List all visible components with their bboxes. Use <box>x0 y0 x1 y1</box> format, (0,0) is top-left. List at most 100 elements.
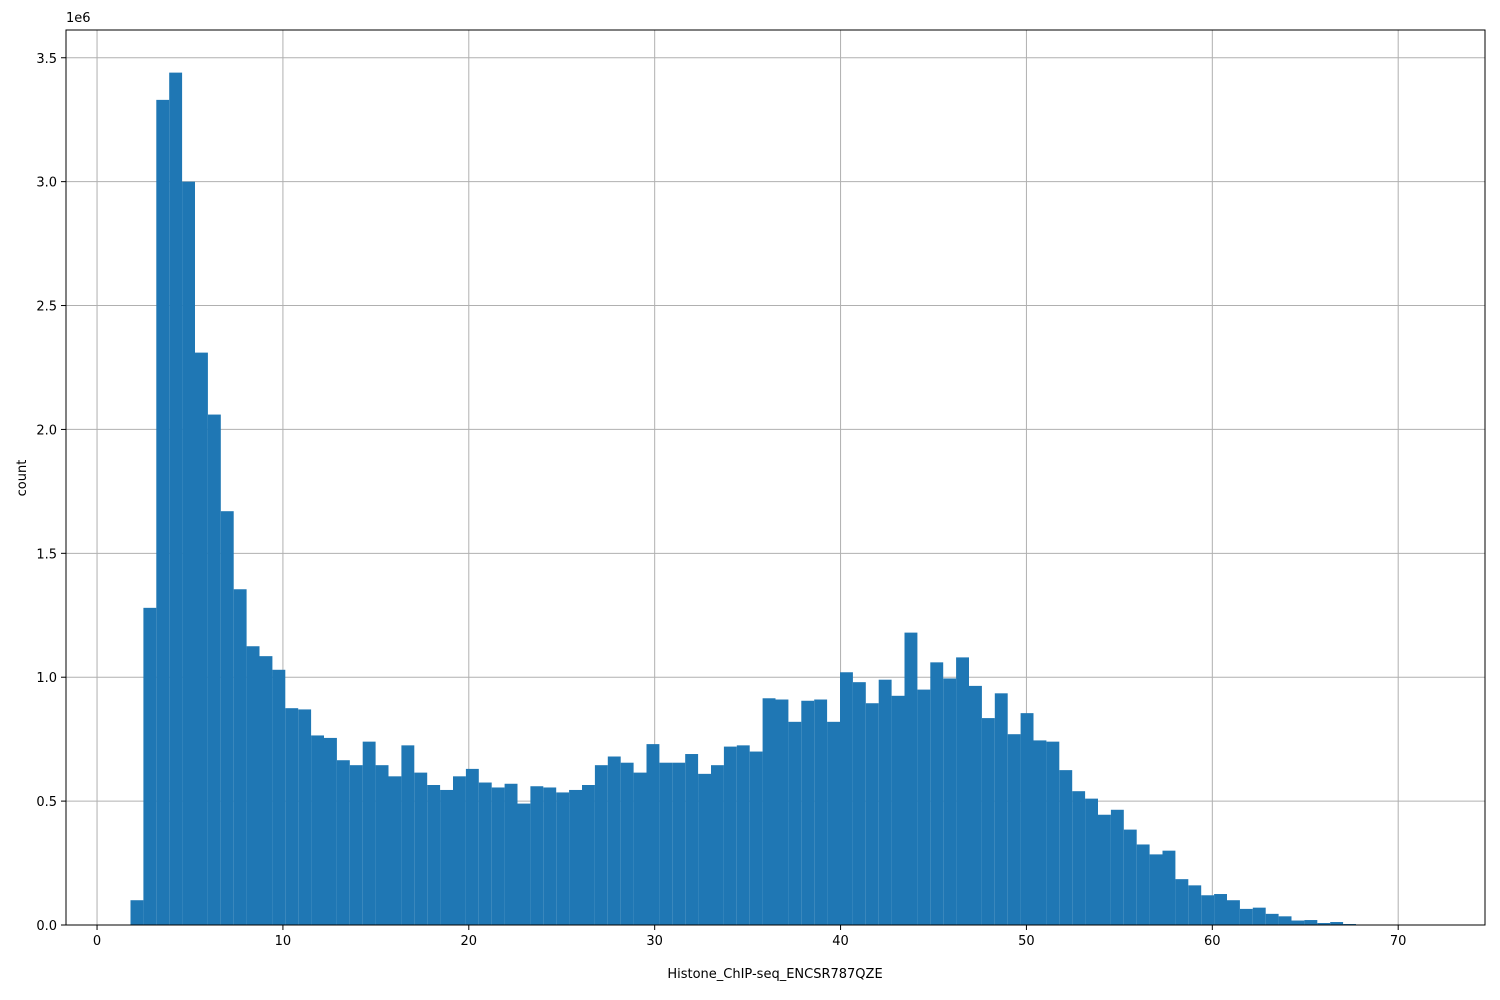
bar <box>723 746 737 925</box>
bar <box>207 414 221 925</box>
y-axis-label: count <box>15 460 30 497</box>
bar <box>891 695 905 925</box>
y-tick-label: 0.5 <box>36 795 57 810</box>
bar <box>169 72 183 926</box>
bar <box>1252 907 1266 925</box>
bar <box>272 669 286 925</box>
y-offset-label: 1e6 <box>66 11 91 26</box>
bar <box>311 735 324 925</box>
bar <box>943 678 957 925</box>
bar <box>1059 770 1073 925</box>
bar <box>1098 814 1111 925</box>
x-tick-label: 30 <box>646 934 663 949</box>
bar <box>543 787 557 925</box>
bar <box>594 765 608 925</box>
bar <box>607 756 621 925</box>
bar <box>930 662 944 925</box>
bar <box>1072 791 1086 925</box>
bar <box>556 792 570 925</box>
bar <box>195 352 208 925</box>
bar <box>852 682 866 925</box>
bar <box>969 685 982 925</box>
bar <box>1201 895 1215 925</box>
bar <box>1046 741 1060 925</box>
bar <box>1291 920 1305 925</box>
bar <box>659 762 673 925</box>
bar <box>530 786 544 925</box>
bar <box>646 744 660 925</box>
bar <box>685 754 699 925</box>
y-tick-label: 2.5 <box>36 300 57 315</box>
bar <box>698 773 711 925</box>
bar <box>569 789 582 925</box>
bar <box>1175 879 1189 925</box>
bar <box>749 751 763 925</box>
x-tick-label: 0 <box>93 934 101 949</box>
bar <box>633 772 647 925</box>
bar <box>130 900 144 925</box>
bar <box>336 760 350 925</box>
bar <box>672 762 686 925</box>
bar <box>956 657 969 925</box>
y-tick-label: 2.0 <box>36 423 57 438</box>
bar <box>1110 809 1124 925</box>
bar <box>349 765 363 925</box>
bar <box>1136 844 1150 925</box>
bar <box>994 693 1008 925</box>
y-tick-label: 3.0 <box>36 176 57 191</box>
bar <box>440 789 453 925</box>
bar <box>814 699 828 925</box>
bar <box>827 721 840 925</box>
bar <box>840 672 853 925</box>
bar <box>1317 923 1331 925</box>
y-tick-label: 0.0 <box>36 919 57 934</box>
bar <box>504 783 518 925</box>
bar <box>1214 894 1227 925</box>
bar <box>1265 913 1279 925</box>
bar <box>1020 713 1034 925</box>
bar <box>801 700 815 925</box>
y-tick-label: 1.5 <box>36 547 57 562</box>
bar <box>401 745 415 925</box>
bar <box>981 718 995 925</box>
x-tick-label: 60 <box>1204 934 1221 949</box>
y-tick-label: 1.0 <box>36 671 57 686</box>
bar <box>246 646 260 925</box>
bar <box>427 785 441 925</box>
x-tick-label: 10 <box>275 934 292 949</box>
plot-frame <box>65 29 1486 926</box>
bar <box>143 607 157 925</box>
bar <box>491 787 505 925</box>
bar <box>517 803 531 925</box>
bar <box>414 772 428 925</box>
bar <box>233 589 247 925</box>
y-tick-label: 3.5 <box>36 52 57 67</box>
bar <box>775 699 789 925</box>
bar <box>1149 854 1163 925</box>
bar <box>762 698 776 925</box>
bar <box>453 776 466 925</box>
bar <box>878 679 892 925</box>
bar <box>1033 740 1047 925</box>
bar <box>375 765 389 925</box>
bar <box>1085 798 1098 925</box>
bar <box>620 762 634 925</box>
bar <box>298 709 312 925</box>
x-tick-label: 70 <box>1390 934 1407 949</box>
bar <box>1007 734 1021 925</box>
x-tick-label: 50 <box>1018 934 1035 949</box>
bar <box>324 737 337 925</box>
bar <box>711 765 724 925</box>
bar <box>1239 908 1253 925</box>
bar <box>904 632 918 925</box>
bar <box>1304 920 1318 925</box>
bar <box>1330 922 1344 925</box>
bar <box>478 782 492 925</box>
bar <box>285 708 299 925</box>
bar <box>362 741 376 925</box>
bar <box>388 776 402 925</box>
bar <box>1188 885 1202 925</box>
bar <box>1278 916 1292 925</box>
